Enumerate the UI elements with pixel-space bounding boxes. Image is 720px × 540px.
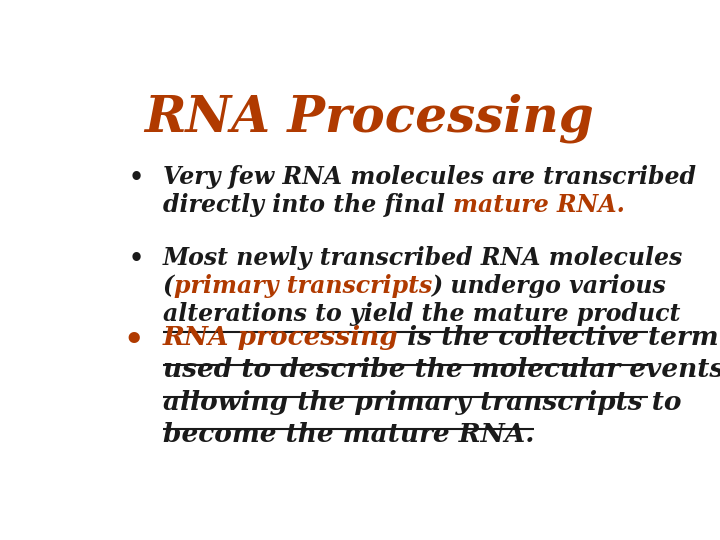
Text: ) undergo various: ) undergo various <box>432 274 667 298</box>
Text: alterations to yield the mature product: alterations to yield the mature product <box>163 302 680 326</box>
Text: become the mature RNA.: become the mature RNA. <box>163 422 534 447</box>
Text: used to describe the molecular events: used to describe the molecular events <box>163 357 720 382</box>
Text: Most newly transcribed RNA molecules: Most newly transcribed RNA molecules <box>163 246 683 269</box>
Text: (: ( <box>163 274 174 298</box>
Text: allowing the primary transcripts to: allowing the primary transcripts to <box>163 389 681 415</box>
Text: •: • <box>124 325 144 356</box>
Text: •: • <box>129 165 144 188</box>
Text: •: • <box>129 246 144 269</box>
Text: is the collective term: is the collective term <box>398 325 719 350</box>
Text: mature RNA.: mature RNA. <box>453 193 625 217</box>
Text: Very few RNA molecules are transcribed: Very few RNA molecules are transcribed <box>163 165 696 188</box>
Text: directly into the final: directly into the final <box>163 193 453 217</box>
Text: RNA Processing: RNA Processing <box>144 94 594 144</box>
Text: primary transcripts: primary transcripts <box>174 274 432 298</box>
Text: RNA processing: RNA processing <box>163 325 398 350</box>
